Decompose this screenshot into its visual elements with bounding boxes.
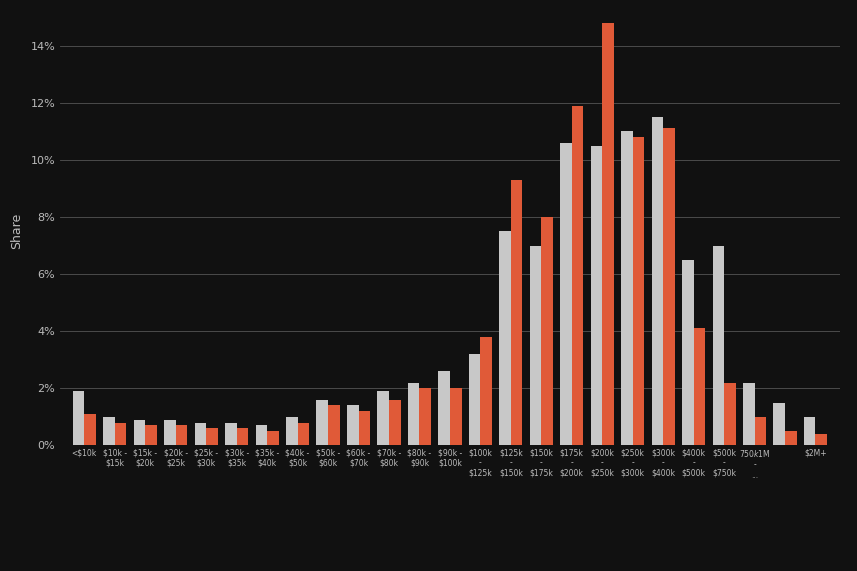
Bar <box>176 425 188 445</box>
Bar <box>621 131 632 445</box>
Bar <box>469 354 481 445</box>
Bar <box>165 420 176 445</box>
Bar <box>408 383 419 445</box>
Bar <box>450 388 462 445</box>
Bar <box>590 146 602 445</box>
Bar <box>785 431 797 445</box>
Bar <box>481 337 492 445</box>
Bar <box>347 405 358 445</box>
Bar <box>419 388 431 445</box>
Bar <box>225 423 237 445</box>
Bar <box>146 425 157 445</box>
Bar <box>358 411 370 445</box>
Bar <box>103 417 115 445</box>
Bar <box>572 106 584 445</box>
Bar <box>255 425 267 445</box>
Bar <box>724 383 735 445</box>
Bar <box>115 423 126 445</box>
Bar <box>84 414 96 445</box>
Bar <box>682 260 693 445</box>
Bar <box>651 117 663 445</box>
Bar <box>693 328 705 445</box>
Bar <box>743 383 754 445</box>
Bar <box>286 417 297 445</box>
Bar <box>73 391 84 445</box>
Bar <box>500 231 511 445</box>
Bar <box>663 128 674 445</box>
Bar <box>542 217 553 445</box>
Bar <box>195 423 207 445</box>
Bar <box>237 428 249 445</box>
Bar <box>754 417 766 445</box>
Bar <box>632 137 644 445</box>
Bar <box>207 428 218 445</box>
Bar <box>530 246 542 445</box>
Bar <box>389 400 400 445</box>
Bar <box>267 431 279 445</box>
Bar <box>328 405 339 445</box>
Bar <box>816 434 827 445</box>
Bar <box>712 246 724 445</box>
Bar <box>377 391 389 445</box>
Bar <box>774 403 785 445</box>
Bar <box>438 371 450 445</box>
Bar <box>316 400 328 445</box>
Y-axis label: Share: Share <box>10 213 23 250</box>
Bar <box>560 143 572 445</box>
Bar <box>134 420 146 445</box>
Bar <box>804 417 816 445</box>
Bar <box>297 423 309 445</box>
Bar <box>602 23 614 445</box>
Bar <box>511 180 523 445</box>
